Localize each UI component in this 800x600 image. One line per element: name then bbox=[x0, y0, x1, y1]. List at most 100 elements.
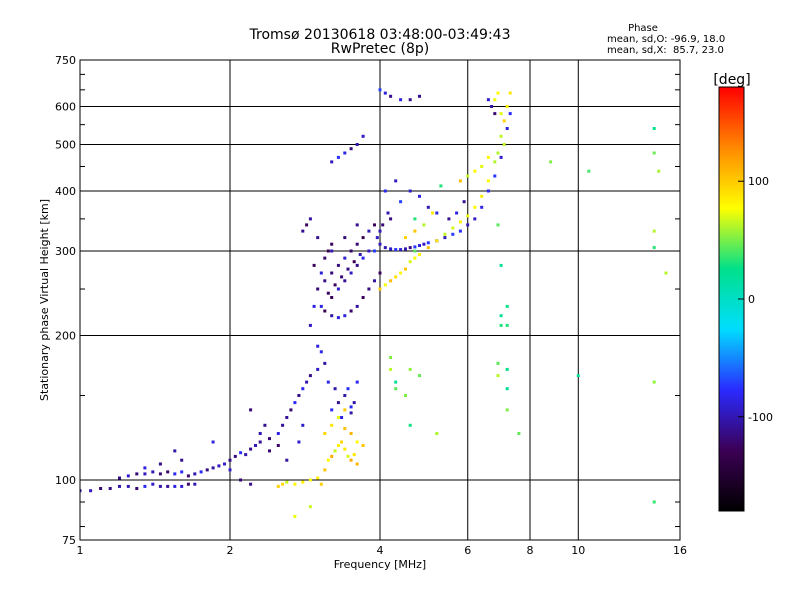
data-point bbox=[652, 151, 656, 155]
data-point bbox=[158, 462, 162, 466]
data-point bbox=[126, 474, 130, 478]
data-point bbox=[361, 296, 365, 299]
data-point bbox=[375, 236, 379, 240]
data-point bbox=[228, 468, 232, 472]
data-point bbox=[211, 440, 215, 444]
data-point bbox=[361, 236, 365, 240]
data-point bbox=[413, 249, 417, 253]
data-point bbox=[316, 476, 320, 480]
data-point bbox=[404, 394, 407, 397]
data-point bbox=[493, 174, 497, 178]
data-point bbox=[367, 287, 371, 291]
data-point bbox=[326, 291, 330, 295]
x-tick-label: 8 bbox=[527, 544, 534, 557]
data-point bbox=[346, 387, 350, 391]
data-point bbox=[326, 380, 330, 384]
chart-title: Tromsø 20130618 03:48:00-03:49:43 bbox=[249, 27, 511, 43]
data-point bbox=[404, 236, 407, 240]
data-point bbox=[336, 416, 340, 419]
data-point bbox=[408, 367, 412, 371]
data-point bbox=[346, 267, 350, 271]
data-point bbox=[305, 380, 309, 384]
data-point bbox=[435, 432, 439, 435]
data-point bbox=[426, 241, 430, 245]
data-point bbox=[343, 256, 347, 260]
data-point bbox=[244, 453, 248, 457]
data-point bbox=[418, 374, 421, 378]
data-point bbox=[308, 478, 312, 482]
data-point bbox=[316, 367, 320, 371]
data-point bbox=[496, 374, 500, 378]
data-point bbox=[517, 432, 521, 435]
data-point bbox=[496, 223, 500, 227]
data-point bbox=[343, 408, 347, 412]
data-point bbox=[373, 249, 376, 253]
data-point bbox=[99, 487, 103, 490]
data-point bbox=[355, 462, 359, 466]
data-point bbox=[333, 283, 337, 287]
data-point bbox=[126, 484, 130, 488]
data-point bbox=[276, 432, 280, 435]
data-point bbox=[505, 367, 509, 371]
data-point bbox=[349, 249, 353, 253]
data-point bbox=[496, 361, 500, 365]
data-point bbox=[333, 387, 337, 391]
data-point bbox=[358, 253, 362, 256]
y-tick-label: 200 bbox=[55, 330, 76, 343]
data-point bbox=[118, 476, 121, 480]
data-point bbox=[349, 309, 353, 313]
data-point bbox=[293, 514, 297, 518]
stats-line-o: mean, sd,O: -96.9, 18.0 bbox=[607, 34, 725, 45]
data-point bbox=[301, 480, 305, 484]
y-tick-label: 75 bbox=[62, 534, 76, 547]
data-point bbox=[316, 287, 320, 291]
data-point bbox=[418, 244, 421, 247]
data-point bbox=[355, 304, 359, 308]
colorbar-label: [deg] bbox=[713, 72, 750, 88]
data-point bbox=[373, 223, 376, 227]
data-point bbox=[408, 246, 412, 250]
data-point bbox=[404, 267, 407, 271]
y-tick-label: 600 bbox=[55, 101, 76, 114]
data-point bbox=[143, 472, 147, 476]
data-point bbox=[276, 444, 280, 447]
y-tick-label: 400 bbox=[55, 185, 76, 198]
data-point bbox=[505, 304, 509, 308]
data-point bbox=[166, 484, 170, 488]
data-point bbox=[326, 458, 330, 462]
data-point bbox=[330, 249, 334, 253]
data-point bbox=[496, 91, 500, 95]
data-point bbox=[408, 98, 412, 102]
data-point bbox=[422, 223, 426, 227]
data-point bbox=[199, 470, 203, 474]
data-point bbox=[499, 112, 503, 116]
data-point bbox=[158, 472, 162, 476]
data-point bbox=[336, 155, 340, 159]
data-point bbox=[413, 229, 417, 233]
data-point bbox=[473, 169, 477, 173]
data-point bbox=[308, 323, 312, 327]
data-point bbox=[587, 169, 591, 173]
data-point bbox=[258, 440, 262, 444]
data-point bbox=[293, 401, 297, 405]
data-point bbox=[151, 470, 155, 474]
data-point bbox=[508, 112, 512, 116]
data-point bbox=[330, 242, 334, 246]
data-point bbox=[490, 105, 494, 108]
data-point bbox=[462, 200, 466, 204]
data-point bbox=[276, 484, 280, 488]
data-point bbox=[249, 408, 253, 412]
data-point bbox=[378, 287, 382, 291]
data-point bbox=[451, 226, 455, 230]
data-point bbox=[499, 155, 503, 159]
data-point bbox=[394, 387, 398, 391]
data-point bbox=[319, 304, 323, 308]
data-point bbox=[330, 271, 334, 275]
data-point bbox=[211, 466, 215, 470]
data-point bbox=[308, 374, 312, 378]
data-point bbox=[301, 229, 305, 233]
data-point bbox=[343, 314, 347, 318]
data-point bbox=[323, 256, 327, 260]
data-point bbox=[254, 444, 257, 447]
data-point bbox=[443, 236, 447, 240]
